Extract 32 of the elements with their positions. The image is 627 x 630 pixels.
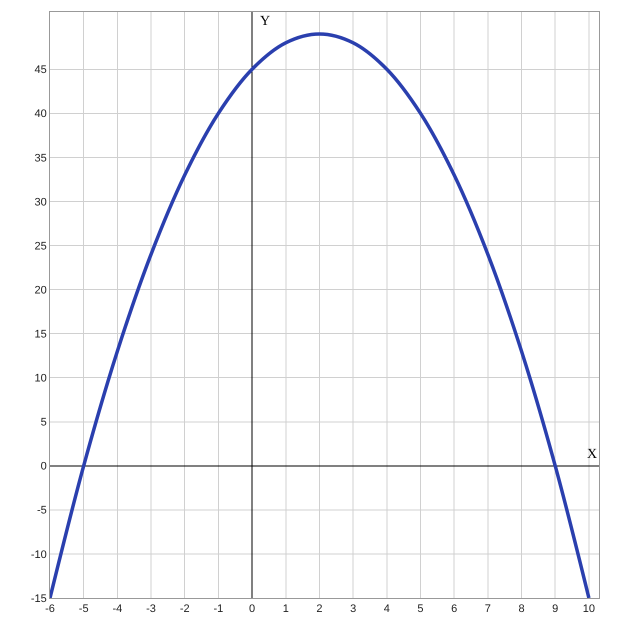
x-tick-label: -5 <box>78 603 89 616</box>
y-tick-label: -10 <box>30 548 47 561</box>
x-tick-label: 0 <box>249 603 256 616</box>
x-axis-title: X <box>587 447 598 462</box>
y-axis-title: Y <box>260 14 270 29</box>
x-tick-label: 6 <box>451 603 458 616</box>
x-tick-label: 1 <box>282 603 289 616</box>
x-tick-label: 5 <box>417 603 424 616</box>
y-tick-label: 0 <box>40 460 47 473</box>
y-tick-label: -5 <box>37 504 47 517</box>
y-tick-label: 20 <box>34 284 47 296</box>
x-tick-label: -4 <box>112 603 122 616</box>
y-tick-label: 15 <box>34 328 47 340</box>
x-tick-label: 9 <box>552 603 558 616</box>
x-tick-label: 10 <box>582 603 596 616</box>
y-tick-label: 5 <box>40 416 47 429</box>
y-tick-label: 10 <box>34 372 47 385</box>
x-tick-label: 2 <box>316 603 323 616</box>
y-tick-label: 40 <box>34 108 47 120</box>
x-tick-label: 8 <box>518 603 525 616</box>
x-tick-label: 3 <box>350 603 356 616</box>
x-tick-label: -3 <box>146 603 156 616</box>
x-tick-label: 7 <box>484 603 491 616</box>
y-tick-label: 25 <box>34 240 47 252</box>
x-tick-label: 4 <box>384 603 390 616</box>
y-tick-label: -15 <box>30 592 47 605</box>
y-tick-label: 35 <box>34 152 47 164</box>
x-tick-label: -2 <box>180 603 190 616</box>
x-tick-label: -6 <box>45 603 55 616</box>
y-tick-label: 30 <box>34 196 47 208</box>
y-tick-label: 45 <box>34 64 47 76</box>
x-tick-label: -1 <box>214 603 224 616</box>
